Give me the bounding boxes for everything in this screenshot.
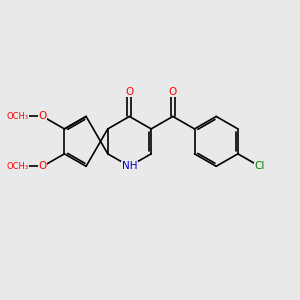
Text: OCH₃: OCH₃ [6, 112, 28, 121]
Text: O: O [125, 86, 134, 97]
Text: Cl: Cl [254, 161, 265, 171]
Text: NH: NH [122, 161, 137, 171]
Text: OCH₃: OCH₃ [6, 162, 28, 171]
Text: O: O [169, 86, 177, 97]
Text: O: O [39, 161, 47, 171]
Text: O: O [39, 111, 47, 122]
